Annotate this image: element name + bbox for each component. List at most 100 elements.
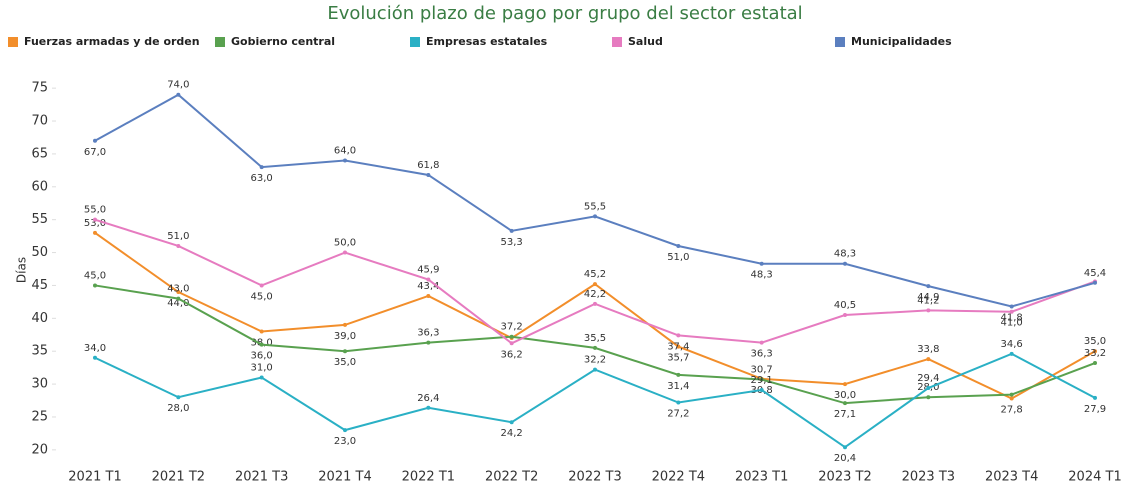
point xyxy=(259,375,264,380)
point xyxy=(1009,309,1014,314)
value-label: 41,0 xyxy=(1001,318,1023,329)
point xyxy=(93,138,97,143)
value-label: 30,7 xyxy=(751,364,773,375)
point xyxy=(843,401,847,406)
legend-swatch xyxy=(410,37,420,47)
point xyxy=(1093,361,1097,366)
value-label: 45,4 xyxy=(1084,268,1106,279)
value-label: 33,2 xyxy=(1084,348,1106,359)
point xyxy=(676,372,681,377)
point xyxy=(343,428,347,433)
point xyxy=(1009,392,1014,397)
x-tick-label: 2023 T2 xyxy=(818,470,871,485)
point xyxy=(759,261,764,266)
point xyxy=(509,420,514,425)
point xyxy=(426,293,431,298)
point xyxy=(593,282,597,287)
point xyxy=(759,377,764,382)
value-label: 27,1 xyxy=(834,409,856,420)
point xyxy=(343,322,347,327)
point xyxy=(676,333,681,338)
x-tick-label: 2021 T4 xyxy=(318,470,371,485)
x-tick-label: 2022 T1 xyxy=(402,470,455,485)
point xyxy=(1009,351,1014,356)
y-tick-label: 40 xyxy=(31,311,48,326)
value-label: 36,2 xyxy=(501,349,523,360)
point xyxy=(93,283,97,288)
point xyxy=(593,214,597,219)
point xyxy=(509,341,514,346)
point xyxy=(259,283,264,288)
point xyxy=(593,301,597,306)
point xyxy=(676,344,681,349)
value-label: 24,2 xyxy=(501,428,523,439)
point xyxy=(1009,304,1014,309)
y-tick-label: 60 xyxy=(31,179,48,194)
point xyxy=(1093,280,1097,285)
value-label: 36,3 xyxy=(751,349,773,360)
point xyxy=(926,386,931,391)
y-tick-label: 65 xyxy=(31,146,48,161)
point xyxy=(176,395,181,400)
value-label: 35,5 xyxy=(584,333,606,344)
point xyxy=(759,340,764,345)
legend-swatch xyxy=(8,37,18,47)
x-tick-label: 2023 T3 xyxy=(902,470,955,485)
point xyxy=(176,243,181,248)
point xyxy=(509,228,514,233)
value-label: 20,4 xyxy=(834,453,856,464)
x-tick-label: 2021 T3 xyxy=(235,470,288,485)
value-label: 63,0 xyxy=(251,173,273,184)
point xyxy=(343,158,347,163)
value-label: 67,0 xyxy=(84,147,106,158)
value-label: 27,9 xyxy=(1084,404,1106,415)
point xyxy=(259,342,264,347)
point xyxy=(593,345,597,350)
point xyxy=(926,357,931,362)
value-label: 35,0 xyxy=(334,357,356,368)
point xyxy=(259,165,264,170)
value-label: 43,4 xyxy=(417,281,439,292)
point xyxy=(926,308,931,313)
x-tick-label: 2021 T1 xyxy=(68,470,121,485)
point xyxy=(676,400,681,405)
point xyxy=(843,445,847,450)
point xyxy=(176,92,181,97)
value-label: 31,4 xyxy=(667,381,689,392)
value-label: 55,0 xyxy=(84,205,106,216)
x-tick-label: 2021 T2 xyxy=(152,470,205,485)
value-label: 51,0 xyxy=(667,252,689,263)
x-tick-label: 2022 T4 xyxy=(652,470,705,485)
value-label: 29,1 xyxy=(751,375,773,386)
value-label: 23,0 xyxy=(334,436,356,447)
legend-label: Empresas estatales xyxy=(426,35,548,48)
y-tick-label: 20 xyxy=(31,442,48,457)
y-tick-label: 55 xyxy=(31,212,48,227)
point xyxy=(176,290,181,295)
value-label: 34,6 xyxy=(1001,339,1023,350)
y-axis-label: Días xyxy=(15,257,29,283)
value-label: 26,4 xyxy=(417,393,439,404)
value-label: 50,0 xyxy=(334,238,356,249)
point xyxy=(926,284,931,289)
point xyxy=(426,172,431,177)
point xyxy=(426,340,431,345)
value-label: 35,0 xyxy=(1084,336,1106,347)
point xyxy=(343,250,347,255)
value-label: 44,0 xyxy=(167,298,189,309)
point xyxy=(1093,349,1097,354)
value-label: 41,2 xyxy=(917,295,939,306)
y-tick-label: 75 xyxy=(31,81,48,96)
y-tick-label: 50 xyxy=(31,245,48,260)
point xyxy=(843,261,847,266)
y-tick-label: 25 xyxy=(31,409,48,424)
point xyxy=(93,217,97,222)
value-label: 53,0 xyxy=(84,218,106,229)
x-tick-label: 2022 T3 xyxy=(568,470,621,485)
value-label: 48,3 xyxy=(834,249,856,260)
y-tick-label: 30 xyxy=(31,377,48,392)
chart-title: Evolución plazo de pago por grupo del se… xyxy=(327,3,802,24)
value-label: 41,8 xyxy=(1001,312,1023,323)
legend-label: Fuerzas armadas y de orden xyxy=(24,35,200,48)
